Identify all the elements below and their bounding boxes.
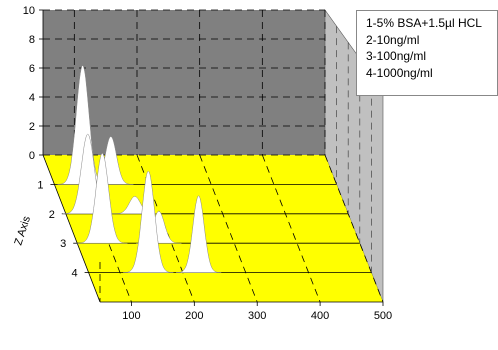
- y-tick-label: 4: [29, 92, 35, 104]
- z-axis-title: Z Axis: [12, 214, 33, 247]
- x-tick-label: 100: [122, 310, 140, 322]
- z-tick-label: 3: [60, 238, 66, 250]
- x-tick-label: 500: [374, 310, 392, 322]
- z-tick-label: 4: [72, 268, 78, 280]
- legend-entry: 1-5% BSA+1.5µl HCL: [366, 16, 482, 30]
- x-tick-label: 300: [248, 310, 266, 322]
- back-wall-gridlines: [39, 9, 326, 156]
- z-axis-line: [42, 154, 101, 303]
- peak-curve: [176, 195, 222, 273]
- legend-entry: 3-100ng/ml: [366, 49, 427, 63]
- x-gridline-floor: [324, 154, 384, 303]
- x-tick-label: 200: [185, 310, 203, 322]
- x-gridline-floor: [199, 154, 258, 303]
- back-wall: [43, 10, 325, 155]
- peak-curve: [123, 170, 174, 273]
- peak-curve: [77, 152, 128, 244]
- legend-entry: 4-1000ng/ml: [366, 65, 433, 80]
- x-tick-label: 400: [311, 310, 329, 322]
- floor-plane: [43, 155, 383, 302]
- peak-series: [57, 65, 222, 273]
- y-tick-label: 8: [29, 34, 35, 46]
- axis-labels: 0 2 4 6 8 10 100 200 300 400 500 1 2 3 4: [23, 5, 392, 322]
- y-tick-label: 6: [29, 63, 35, 75]
- y-tick-label: 2: [29, 121, 35, 133]
- legend: 1-5% BSA+1.5µl HCL 2-10ng/ml 3-100ng/ml …: [356, 10, 498, 96]
- z-tick-label: 2: [49, 209, 55, 221]
- y-tick-label: 0: [29, 150, 35, 162]
- x-gridline-floor: [261, 154, 321, 303]
- y-tick-label: 10: [23, 5, 35, 17]
- legend-entry: 2-10ng/ml: [366, 32, 420, 47]
- z-tick-label: 1: [37, 179, 43, 191]
